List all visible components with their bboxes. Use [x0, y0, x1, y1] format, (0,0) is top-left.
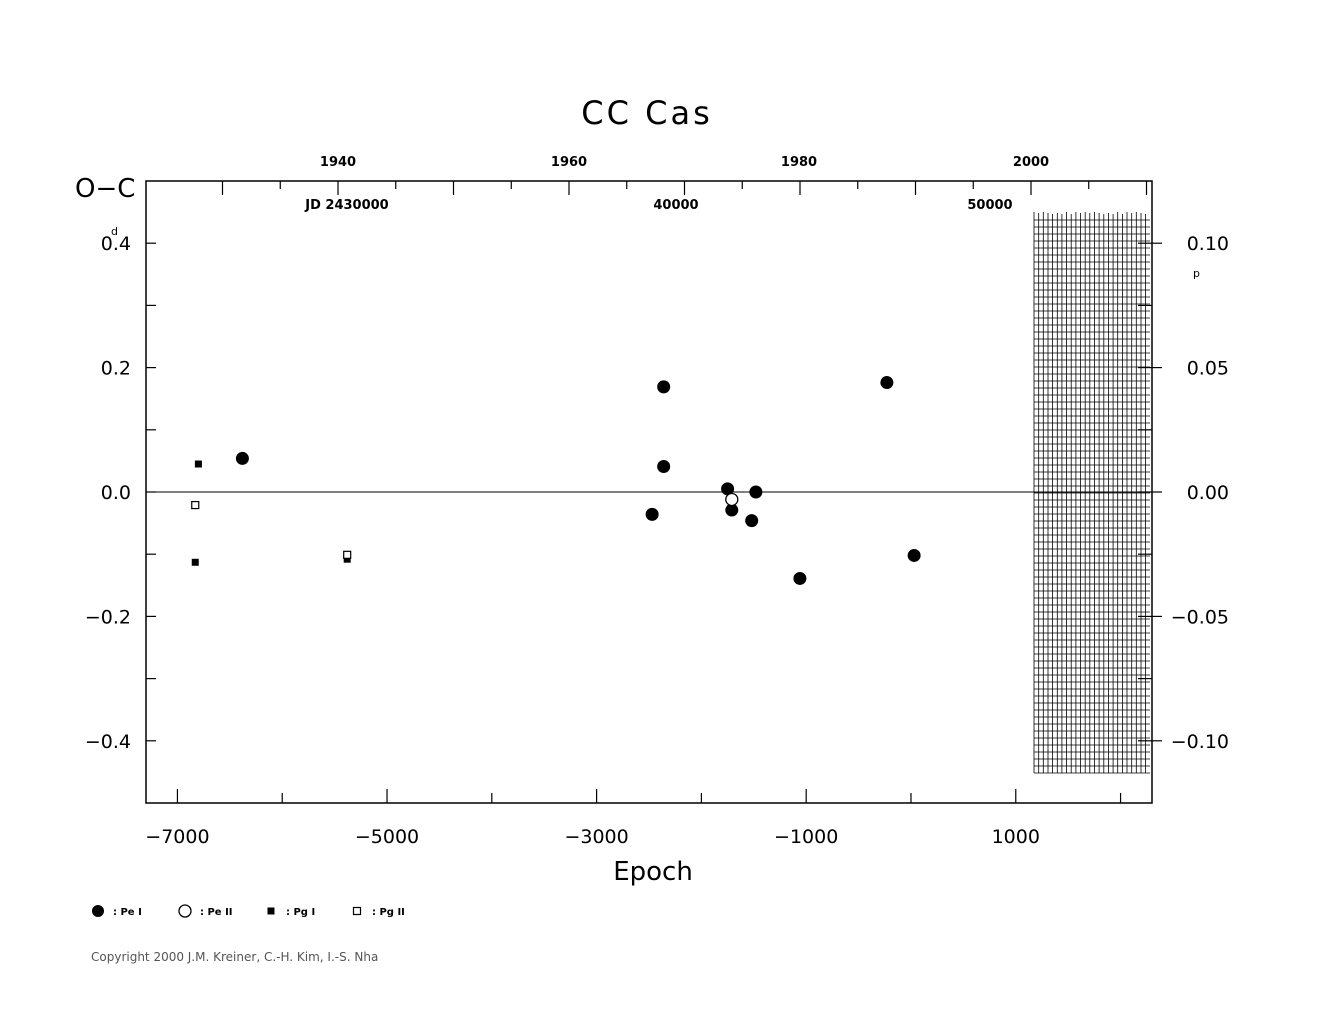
y-tick-label: −0.2	[85, 606, 131, 628]
data-point-pe1	[721, 482, 735, 496]
top-year-label: 1960	[551, 155, 587, 170]
y-tick-label: 0.0	[101, 482, 131, 504]
legend-symbol	[267, 907, 275, 915]
data-point-pe1	[745, 514, 759, 528]
top-jd-label: JD 2430000	[304, 198, 388, 213]
chart-title: CC Cas	[581, 94, 712, 132]
y-tick-label: 0.2	[101, 358, 131, 380]
x-tick-label: −7000	[145, 826, 209, 848]
legend-symbol	[352, 906, 362, 916]
legend-label: : Pe II	[200, 907, 233, 918]
top-jd-label: 40000	[653, 198, 698, 213]
data-point-pg1	[191, 558, 199, 566]
y-axis-title: O−C	[75, 174, 135, 204]
y2-tick-label: 0.10	[1187, 233, 1229, 255]
x-tick-label: −3000	[564, 826, 628, 848]
data-point-pe1	[725, 503, 739, 517]
legend-label: : Pg II	[372, 907, 405, 918]
data-point-pg2	[191, 500, 200, 510]
copyright-text: Copyright 2000 J.M. Kreiner, C.-H. Kim, …	[91, 950, 378, 964]
y2-tick-labels: 0.10 0.05 0.00 −0.05 −0.10	[1171, 233, 1229, 753]
axis-ticks	[146, 181, 1162, 803]
legend-symbol	[92, 905, 104, 917]
top-year-label: 1980	[781, 155, 817, 170]
y2-tick-label: −0.05	[1171, 606, 1229, 628]
data-point-pg2	[343, 550, 352, 559]
y-tick-label: −0.4	[85, 731, 131, 753]
legend-label: : Pg I	[286, 907, 315, 918]
data-point-pe1	[645, 507, 659, 521]
x-tick-labels: −7000 −5000 −3000 −1000 1000	[145, 826, 1040, 848]
data-point-pe2	[725, 492, 739, 507]
data-point-pe1	[235, 451, 249, 465]
data-point-pe1	[907, 548, 921, 562]
data-point-pe1	[793, 571, 807, 585]
y2-axis-unit: p	[1193, 267, 1200, 280]
top-jd-labels: JD 2430000 40000 50000	[304, 198, 1012, 213]
x-tick-label: −1000	[774, 826, 838, 848]
data-point-pe1	[749, 485, 763, 499]
legend: : Pe I : Pe II : Pg I : Pg II	[92, 904, 405, 918]
data-point-pe1	[657, 380, 671, 394]
data-point-pe1	[657, 459, 671, 473]
data-points	[191, 376, 921, 585]
legend-symbol	[178, 904, 192, 918]
data-point-pg1	[343, 555, 351, 563]
y-tick-labels: 0.4 0.2 0.0 −0.2 −0.4	[85, 233, 131, 753]
top-jd-label: 50000	[967, 198, 1012, 213]
top-year-label: 2000	[1013, 155, 1049, 170]
x-tick-label: 1000	[992, 826, 1040, 848]
y-axis-unit: d	[111, 225, 118, 238]
top-year-label: 1940	[320, 155, 356, 170]
data-point-pe1	[880, 376, 894, 390]
y-tick-label: 0.4	[101, 233, 131, 255]
x-axis-title: Epoch	[613, 857, 693, 887]
y2-tick-label: 0.00	[1187, 482, 1229, 504]
top-year-labels: 1940 1960 1980 2000	[320, 155, 1049, 170]
hatched-region	[1033, 212, 1150, 774]
legend-label: : Pe I	[113, 907, 142, 918]
y2-tick-label: 0.05	[1187, 358, 1229, 380]
y2-tick-label: −0.10	[1171, 731, 1229, 753]
x-tick-label: −5000	[355, 826, 419, 848]
data-point-pg1	[194, 460, 202, 468]
